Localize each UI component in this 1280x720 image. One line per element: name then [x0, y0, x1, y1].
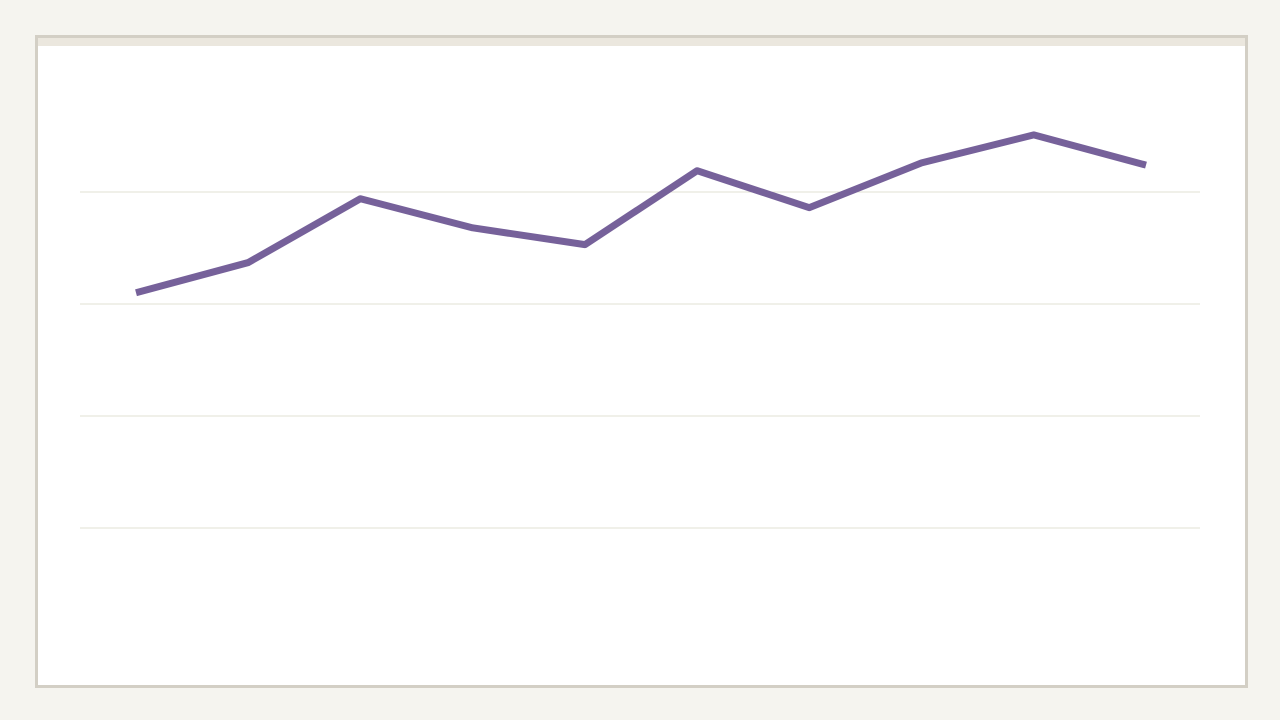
series-lines	[135, 131, 1147, 297]
chart-frame	[35, 35, 1248, 688]
series-line	[135, 131, 1147, 297]
frame-header-bar	[38, 38, 1245, 46]
gridlines	[80, 191, 1200, 529]
